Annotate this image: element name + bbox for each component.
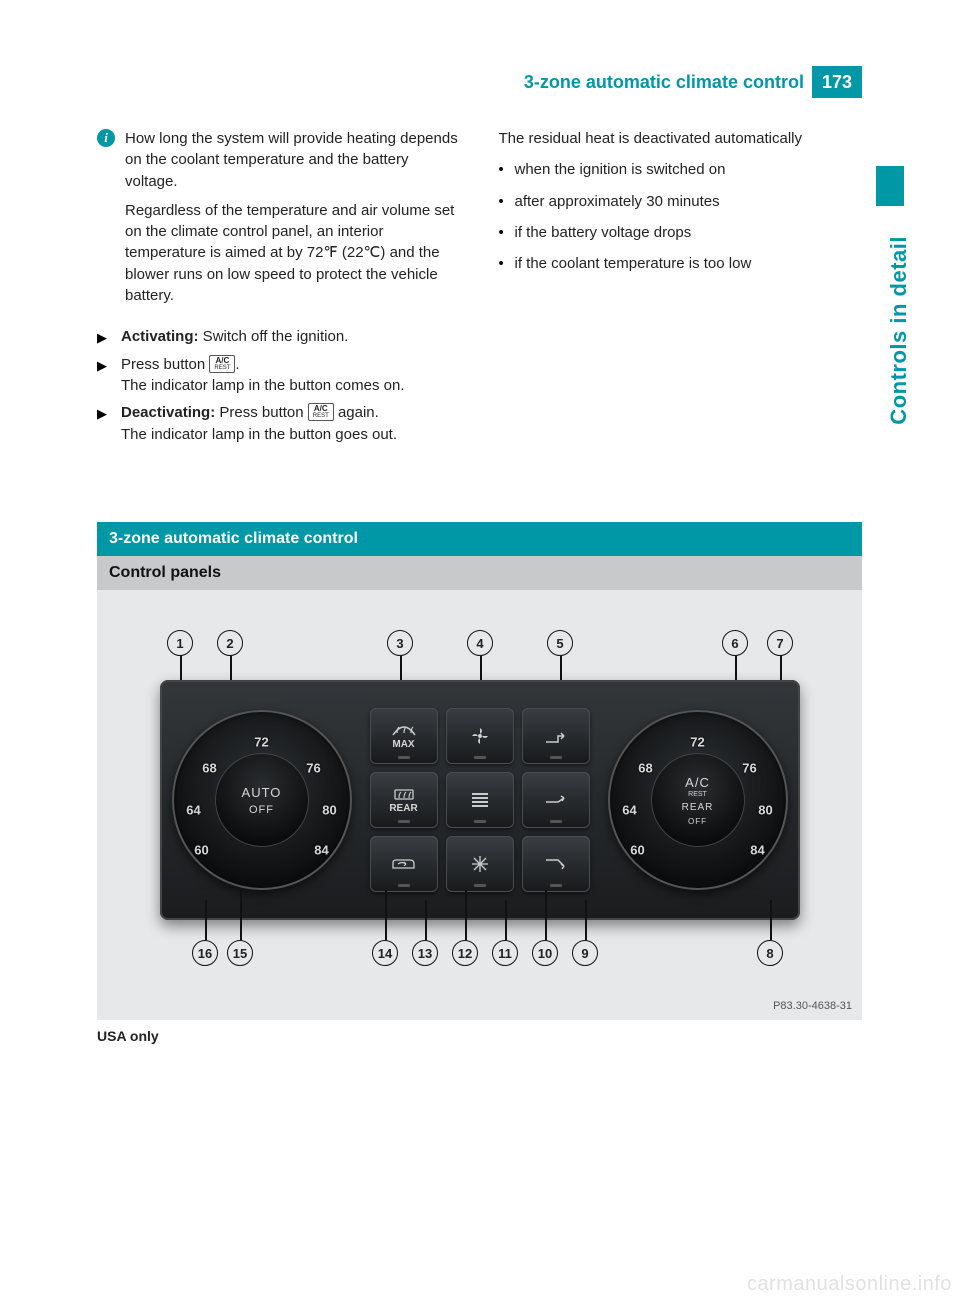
section-heading-1: 3-zone automatic climate control <box>97 522 862 556</box>
side-tab-marker <box>876 166 904 206</box>
press-line2: The indicator lamp in the button comes o… <box>121 377 405 394</box>
air-volume-button <box>446 772 514 828</box>
callout-line <box>585 900 587 940</box>
side-section-label: Controls in detail <box>886 236 912 425</box>
info-p1: How long the system will provide heating… <box>125 128 461 192</box>
list-item: when the ignition is switched on <box>499 159 863 180</box>
callout-line <box>770 900 772 940</box>
residual-intro: The residual heat is deactivated automat… <box>499 128 863 149</box>
fan-button <box>446 708 514 764</box>
callout-line <box>505 900 507 940</box>
header-title: 3-zone automatic climate control <box>524 66 812 98</box>
callout-6: 6 <box>722 630 748 656</box>
action-activating: ▶ Activating: Switch off the ignition. <box>97 326 461 347</box>
callout-line <box>425 900 427 940</box>
press-post: . <box>235 356 239 373</box>
deact-post: again. <box>334 404 379 421</box>
deact-mid: Press button <box>215 404 308 421</box>
rear-defrost-button: REAR <box>370 772 438 828</box>
callout-line <box>205 900 207 940</box>
section-heading-2: Control panels <box>97 556 862 590</box>
climate-panel: 60 64 68 72 76 80 84 AUTO OFF <box>160 680 800 920</box>
header-page-number: 173 <box>812 66 862 98</box>
callout-4: 4 <box>467 630 493 656</box>
list-item: if the battery voltage drops <box>499 222 863 243</box>
ac-rest-button-icon: A/CREST <box>209 355 235 373</box>
deact-line2: The indicator lamp in the button goes ou… <box>121 426 397 443</box>
action-deactivating: ▶ Deactivating: Press button A/CREST aga… <box>97 402 461 445</box>
ac-snow-button <box>446 836 514 892</box>
figure-caption: USA only <box>97 1028 862 1044</box>
callout-line <box>465 890 467 940</box>
info-icon: i <box>97 129 115 147</box>
action-arrow-icon: ▶ <box>97 329 111 350</box>
callout-12: 12 <box>452 940 478 966</box>
info-p2: Regardless of the temperature and air vo… <box>125 200 461 306</box>
page-header: 3-zone automatic climate control 173 <box>524 66 862 98</box>
callout-1: 1 <box>167 630 193 656</box>
action-arrow-icon: ▶ <box>97 405 111 448</box>
callout-line <box>385 890 387 940</box>
deactivating-label: Deactivating: <box>121 404 215 421</box>
callout-10: 10 <box>532 940 558 966</box>
air-mid-button <box>522 772 590 828</box>
callout-3: 3 <box>387 630 413 656</box>
info-text: How long the system will provide heating… <box>125 128 461 314</box>
action-press-button: ▶ Press button A/CREST. The indicator la… <box>97 354 461 397</box>
right-column: The residual heat is deactivated automat… <box>499 128 863 451</box>
list-item: if the coolant temperature is too low <box>499 253 863 274</box>
activating-text: Switch off the ignition. <box>199 328 349 345</box>
callout-15: 15 <box>227 940 253 966</box>
callout-5: 5 <box>547 630 573 656</box>
callout-13: 13 <box>412 940 438 966</box>
action-body: Deactivating: Press button A/CREST again… <box>121 402 461 445</box>
left-temp-dial: 60 64 68 72 76 80 84 AUTO OFF <box>172 710 352 890</box>
residual-list: when the ignition is switched on after a… <box>499 159 863 274</box>
callout-7: 7 <box>767 630 793 656</box>
callout-11: 11 <box>492 940 518 966</box>
climate-control-figure: 1 2 3 4 5 6 7 <box>97 590 862 1020</box>
center-buttons-grid: MAX <box>370 708 590 892</box>
ac-rest-button-icon: A/CREST <box>308 403 334 421</box>
defrost-max-button: MAX <box>370 708 438 764</box>
right-temp-dial: 60 64 68 72 76 80 84 A/C REST REAR OF <box>608 710 788 890</box>
callout-line <box>545 890 547 940</box>
activating-label: Activating: <box>121 328 199 345</box>
action-body: Press button A/CREST. The indicator lamp… <box>121 354 461 397</box>
action-arrow-icon: ▶ <box>97 357 111 400</box>
air-up-button <box>522 708 590 764</box>
figure-wrap: 1 2 3 4 5 6 7 <box>97 590 862 1044</box>
list-item: after approximately 30 minutes <box>499 191 863 212</box>
callout-2: 2 <box>217 630 243 656</box>
callout-16: 16 <box>192 940 218 966</box>
callout-14: 14 <box>372 940 398 966</box>
left-column: i How long the system will provide heati… <box>97 128 461 451</box>
info-note: i How long the system will provide heati… <box>97 128 461 314</box>
left-dial-center: AUTO OFF <box>215 753 309 847</box>
callout-line <box>240 890 242 940</box>
recirculate-button <box>370 836 438 892</box>
image-code: P83.30-4638-31 <box>773 1000 852 1012</box>
press-pre: Press button <box>121 356 209 373</box>
watermark: carmanualsonline.info <box>747 1273 952 1296</box>
action-body: Activating: Switch off the ignition. <box>121 326 461 347</box>
air-down-button <box>522 836 590 892</box>
right-dial-center: A/C REST REAR OFF <box>651 753 745 847</box>
callout-9: 9 <box>572 940 598 966</box>
callout-8: 8 <box>757 940 783 966</box>
